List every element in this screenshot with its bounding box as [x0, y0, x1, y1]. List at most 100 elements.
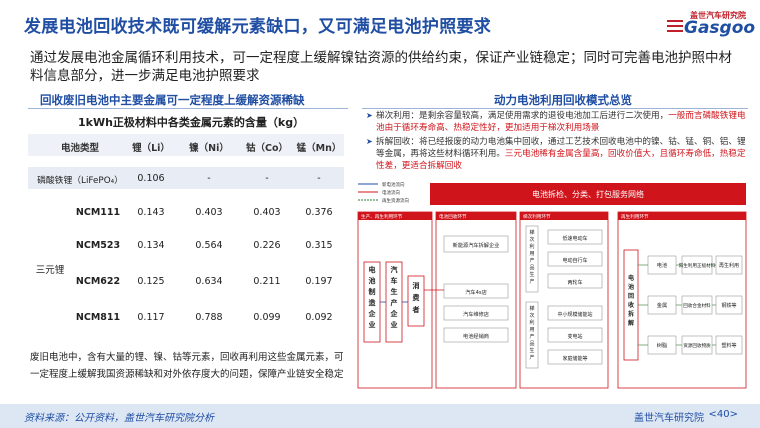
ncm-cell: 0.376	[305, 207, 333, 218]
bullet-arrow-icon: ➤	[366, 137, 373, 146]
cascade-top-3-label: 两轮车	[567, 279, 582, 286]
legend-resource: 再生资源流向	[382, 197, 409, 204]
bullet-cascade-text: 梯次利用：是剩余容量较高，满足使用需求的退役电池加工后进行二次使用，	[376, 111, 669, 121]
page-title: 发展电池回收技术既可缓解元素缺口，又可满足电池护照要求	[24, 17, 492, 37]
ncm-cell: 0.125	[137, 276, 165, 287]
ncm-cell: 0.226	[253, 240, 281, 251]
ncm-cell: 0.564	[195, 240, 223, 251]
recycle-box-2-label: 汽车4s店	[465, 288, 487, 296]
col-header-co: 钴（Co）	[246, 143, 288, 154]
bullet-dismantle-text: 拆解回收：将已经报废的动力电池集中回收，通过工艺技术回收电池中的镍、钴、锰、铜、…	[376, 137, 746, 159]
producer-label: 电池制造企业	[368, 265, 377, 329]
right-section-heading: 动力电池利用回收模式总览	[494, 93, 632, 107]
ncm-cell: 0.403	[253, 207, 281, 218]
logo-cn: 盖世汽车研究院	[690, 11, 746, 20]
bullet-arrow-icon: ➤	[366, 111, 373, 120]
automaker-label: 汽车生产企业	[390, 265, 399, 329]
regen-end-label: 再生利用	[719, 262, 739, 269]
table-header-bg	[28, 134, 344, 156]
regen-left-label: 金属	[657, 301, 667, 309]
bullet-dismantle: ➤ 拆解回收：将已经报废的动力电池集中回收，通过工艺技术回收电池中的镍、钴、锰、…	[366, 136, 746, 172]
ncm-cell: 0.315	[305, 240, 333, 251]
legend-new: 新电池流向	[382, 181, 405, 188]
cascade-top-1	[547, 229, 603, 245]
ncm-cell: 0.788	[195, 312, 223, 323]
top-bar-label: 电池拆检、分类、打包服务网络	[532, 189, 644, 199]
bullet-cascade-highlight: 一般而言磷酸铁锂电池由于循环寿命高、热稳定性好，更加适用于梯次利用场景	[376, 111, 746, 133]
consumer-label: 消费者	[412, 281, 420, 314]
col-header-type: 电池类型	[60, 143, 99, 154]
cascade-bottom-2	[547, 327, 603, 343]
section-production-label: 生产、再生利用环节	[361, 213, 403, 220]
left-section-heading: 回收废旧电池中主要金属可一定程度上缓解资源稀缺	[40, 93, 305, 107]
section-production-tab	[358, 212, 432, 220]
col-header-mn: 锰（Mn）	[296, 143, 342, 154]
lfp-ni: -	[207, 173, 211, 184]
ncm-cell: 0.092	[305, 312, 333, 323]
footer-org: 盖世汽车研究院	[634, 413, 704, 424]
regen-mid-label: 阳生利用正极材料	[679, 262, 716, 269]
section-regen-tab	[618, 212, 746, 220]
ncm-cell: 0.134	[137, 240, 165, 251]
right-divider	[362, 108, 748, 109]
table-title: 1kWh正极材料中各类金属元素的含量（kg）	[78, 116, 305, 129]
page-number: <40>	[708, 409, 738, 420]
cascade-top-label: 梯次利用产品生产	[529, 229, 534, 285]
cascade-bottom-label-box	[525, 301, 539, 369]
ncm-cell: 0.143	[137, 207, 165, 218]
section-regen-label: 再生利用环节	[621, 213, 649, 220]
cascade-bottom-2-label: 变电站	[567, 333, 582, 340]
col-header-li: 锂（Li）	[132, 143, 170, 154]
recycle-box-4	[443, 327, 509, 343]
regen-left-label: 电池	[657, 261, 667, 269]
ncm-row-name: NCM523	[75, 240, 121, 251]
lfp-mn: -	[317, 173, 321, 184]
recycling-bullets: ➤ 梯次利用：是剩余容量较高，满足使用需求的退役电池加工后进行二次使用，一般而言…	[366, 110, 746, 174]
cascade-bottom-1	[547, 305, 603, 321]
cascade-bottom-3	[547, 349, 603, 365]
source-note: 资料来源：公开资料，盖世汽车研究院分析	[24, 413, 214, 424]
top-bar	[430, 183, 746, 205]
section-cascade-label: 梯次利用环节	[523, 213, 551, 220]
regen-end-label: 塑料等	[721, 342, 736, 349]
section-cascade-tab	[520, 212, 608, 220]
col-header-ni: 镍（Ni）	[189, 143, 229, 154]
section-collection-label: 电池回收环节	[439, 213, 467, 220]
recycle-box-3-label: 汽车维修店	[463, 310, 489, 318]
bullet-dismantle-highlight: 三元电池稀有金属含量高，回收价值大，且循环寿命低，热稳定性差，更适合拆解回收	[376, 149, 746, 171]
recycle-box-2	[443, 283, 509, 299]
table-footnote: 废旧电池中，含有大量的锂、镍、钴等元素，回收再利用这些金属元素，可一定程度上缓解…	[30, 352, 344, 380]
cascade-top-1-label: 低速电动车	[562, 235, 587, 242]
regen-mid-label: 资源回收物质	[683, 342, 711, 349]
recycling-mode-diagram: 新电池流向 电池流向 再生资源流向 电池拆检、分类、打包服务网络 生产、再生利用…	[357, 181, 747, 389]
consumer-box	[407, 275, 425, 327]
intro-text: 通过发展电池金属循环利用技术，可一定程度上缓解镍钴资源的供给约束，保证产业链稳定…	[30, 50, 732, 84]
regen-end-label: 钢铁等	[721, 302, 736, 309]
ncm-group-label: 三元锂	[35, 265, 65, 276]
cascade-bottom-3-label: 家庭储能等	[562, 355, 587, 362]
ncm-cell: 0.211	[253, 276, 281, 287]
cascade-bottom-label: 梯次利用产品生产	[529, 305, 534, 361]
left-divider	[28, 108, 348, 109]
ncm-row-name: NCM811	[75, 312, 121, 323]
regen-mid-label: 回收合金材料	[683, 302, 711, 309]
logo-en: Gasgoo	[684, 18, 756, 38]
cascade-top-2	[547, 251, 603, 267]
cascade-bottom-1-label: 中小规模储能站	[557, 311, 592, 318]
bullet-cascade: ➤ 梯次利用：是剩余容量较高，满足使用需求的退役电池加工后进行二次使用，一般而言…	[366, 110, 746, 134]
ncm-row-name: NCM111	[75, 207, 121, 218]
recycle-box-3	[443, 305, 509, 321]
ncm-cell: 0.117	[137, 312, 165, 323]
footer-bar	[0, 404, 760, 428]
section-collection-tab	[436, 212, 516, 220]
recycle-box-4-label: 电池经销商	[463, 332, 489, 340]
gasgoo-logo: 盖世汽车研究院 Gasgoo	[666, 10, 755, 38]
diagram-legend: 新电池流向 电池流向 再生资源流向	[358, 181, 409, 204]
ncm-cell: 0.099	[253, 312, 281, 323]
ncm-cell: 0.197	[305, 276, 333, 287]
gasgoo-mark-icon	[667, 20, 683, 32]
legend-battery: 电池流向	[382, 189, 400, 196]
ncm-cell: 0.403	[195, 207, 223, 218]
cascade-top-3	[547, 273, 603, 289]
